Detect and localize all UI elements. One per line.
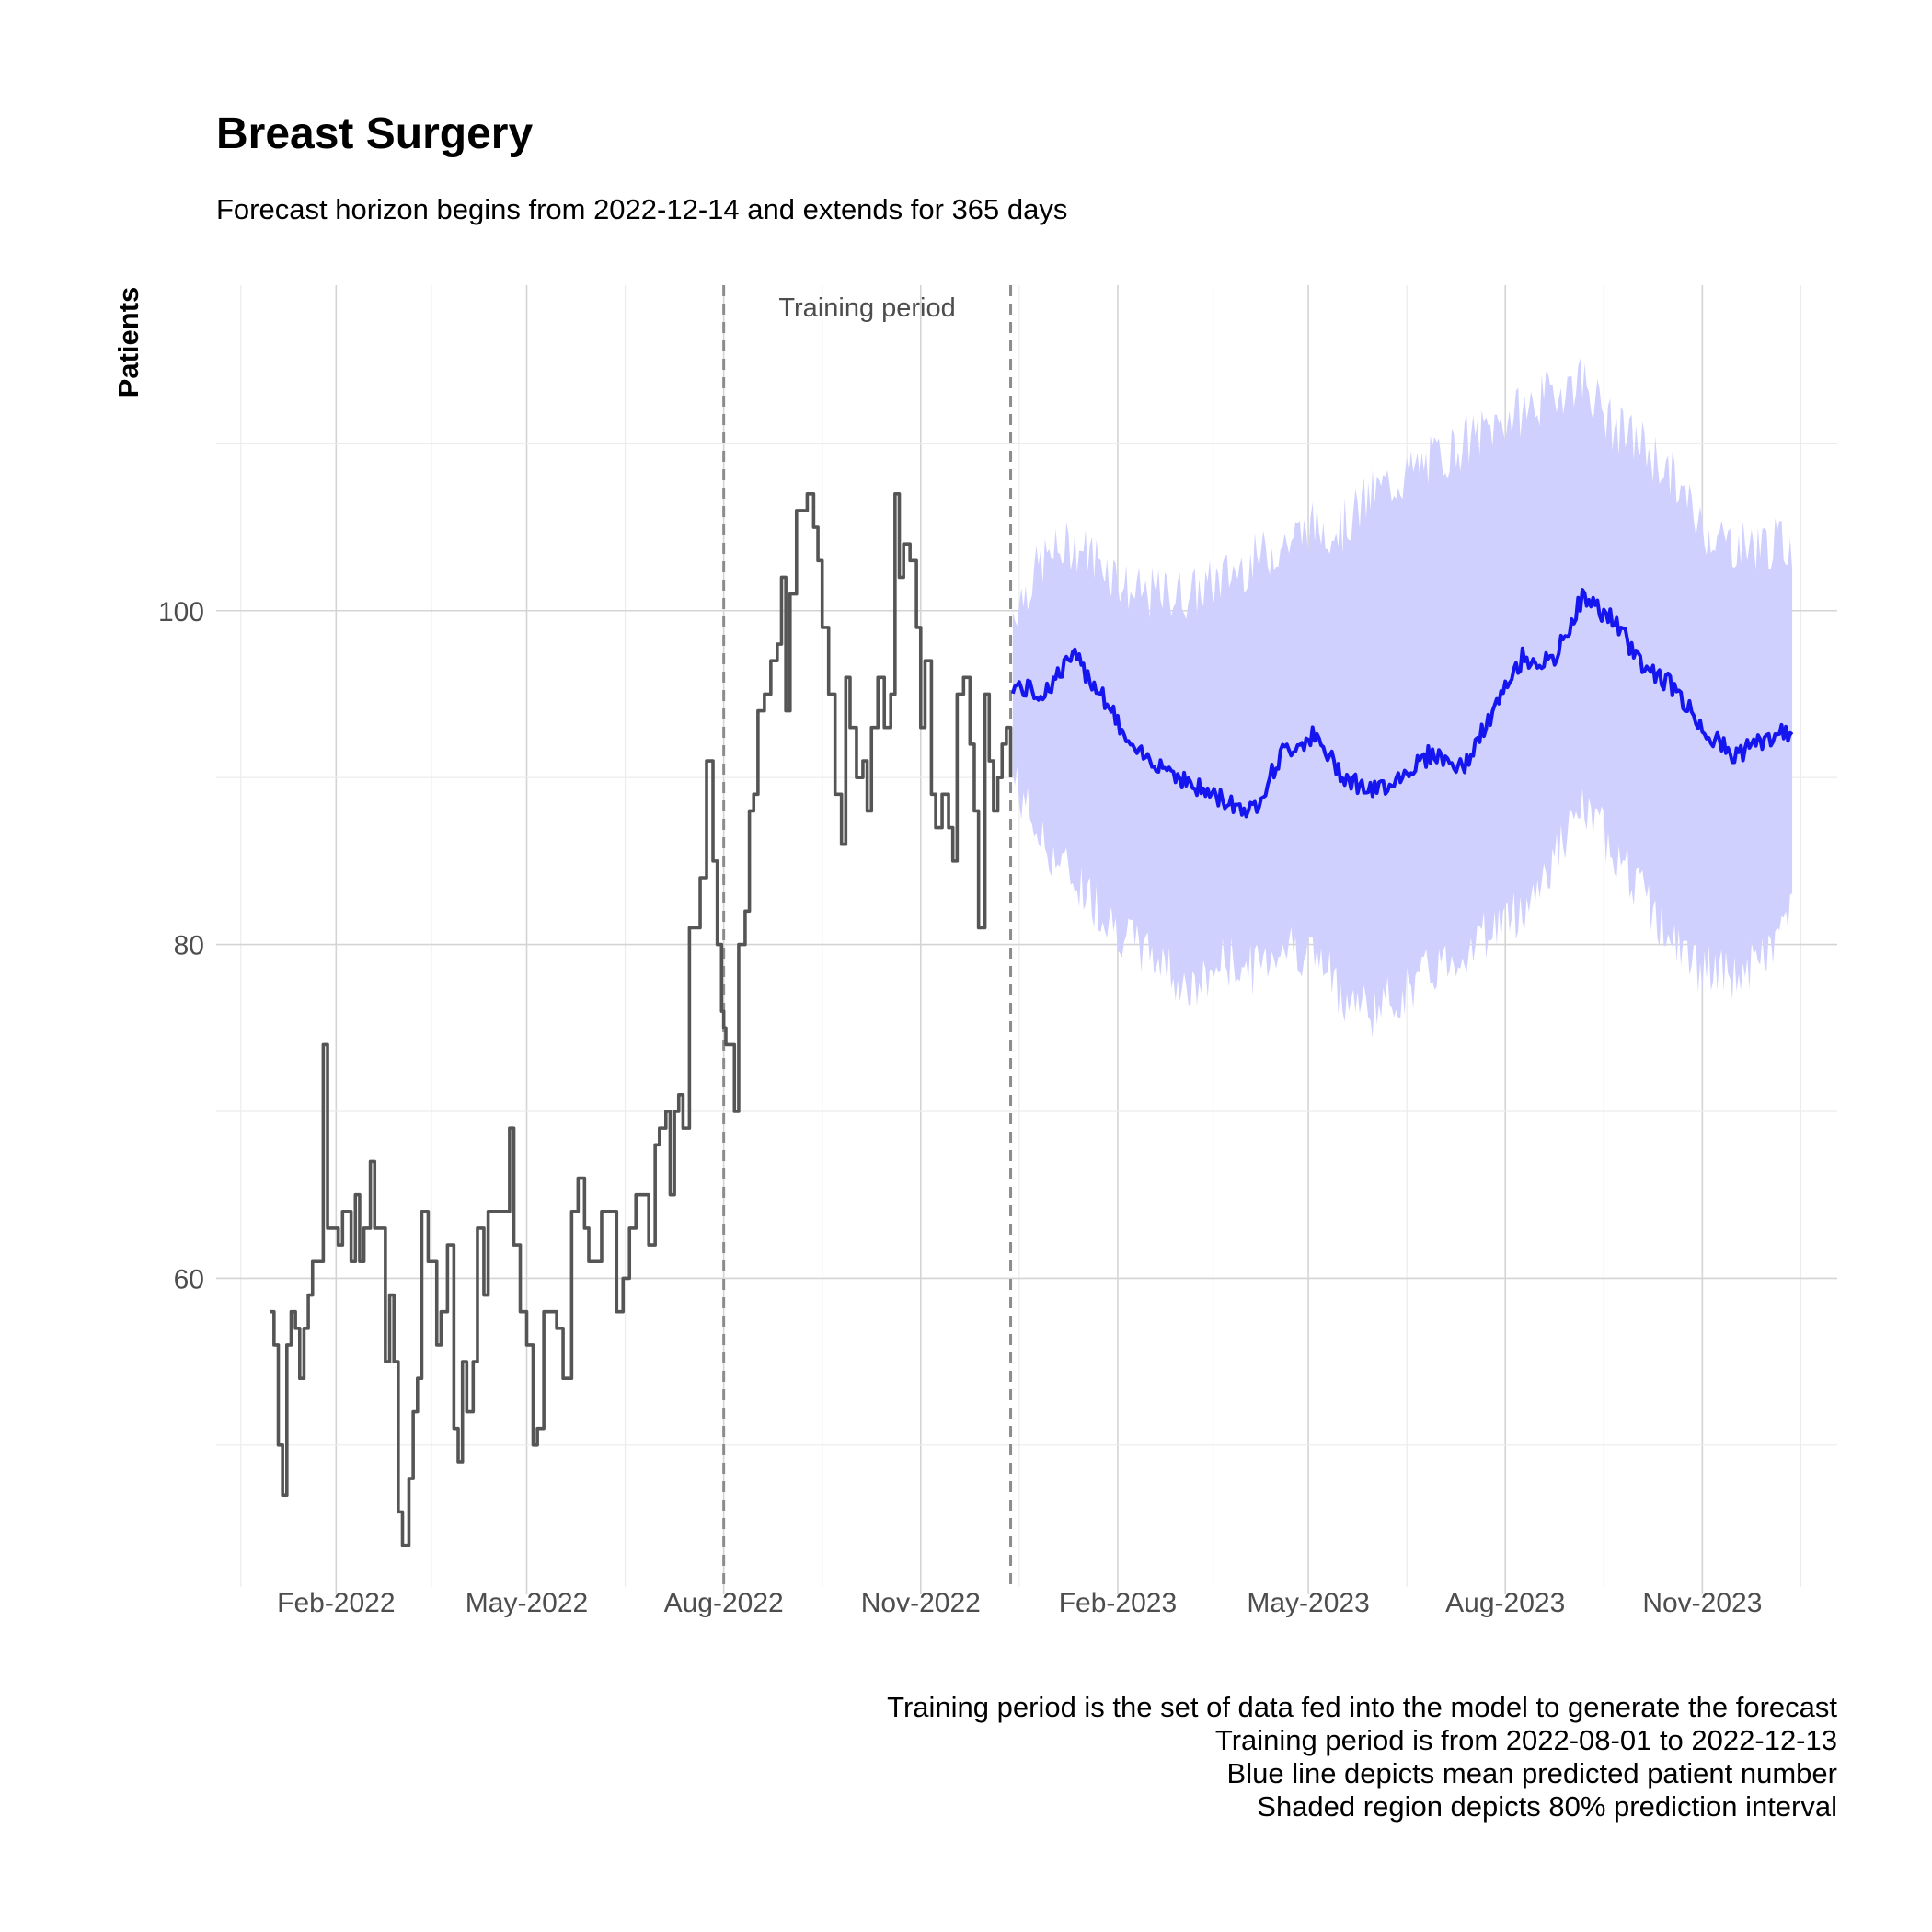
y-tick-label: 100 [158,597,204,627]
y-axis-ticks: 60 80 100 [158,597,204,1295]
x-tick-label: Nov-2022 [861,1588,981,1618]
caption-line-4: Shaded region depicts 80% prediction int… [1257,1790,1837,1823]
caption-line-1: Training period is the set of data fed i… [887,1691,1837,1723]
y-tick-label: 80 [174,931,204,961]
y-axis-label: Patients [112,287,144,398]
prediction-interval-band [1012,358,1793,1039]
chart-title: Breast Surgery [216,109,534,158]
chart-caption: Training period is the set of data fed i… [887,1691,1837,1823]
chart-subtitle: Forecast horizon begins from 2022-12-14 … [216,193,1068,225]
x-axis-ticks: Feb-2022 May-2022 Aug-2022 Nov-2022 Feb-2023… [277,1587,1762,1618]
x-tick-label: Aug-2023 [1445,1588,1565,1618]
training-period-markers [722,285,1013,1587]
forecast-mean-line [1010,588,1794,819]
x-tick-label: Feb-2023 [1059,1588,1177,1618]
y-tick-label: 60 [174,1264,204,1294]
x-tick-label: Feb-2022 [277,1588,395,1618]
caption-line-3: Blue line depicts mean predicted patient… [1226,1757,1837,1789]
x-tick-label: Aug-2022 [664,1588,784,1618]
observed-series-line [270,491,1013,1547]
x-tick-label: May-2022 [466,1588,588,1618]
caption-line-2: Training period is from 2022-08-01 to 20… [1214,1724,1837,1756]
training-period-label: Training period [778,293,955,323]
x-tick-label: May-2023 [1247,1588,1369,1618]
x-tick-label: Nov-2023 [1642,1588,1762,1618]
